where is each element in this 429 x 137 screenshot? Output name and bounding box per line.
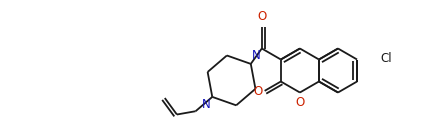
Text: Cl: Cl [380,52,392,65]
Text: N: N [202,98,211,111]
Text: O: O [296,96,305,109]
Text: N: N [252,49,261,62]
Text: O: O [254,85,263,98]
Text: O: O [257,11,266,24]
